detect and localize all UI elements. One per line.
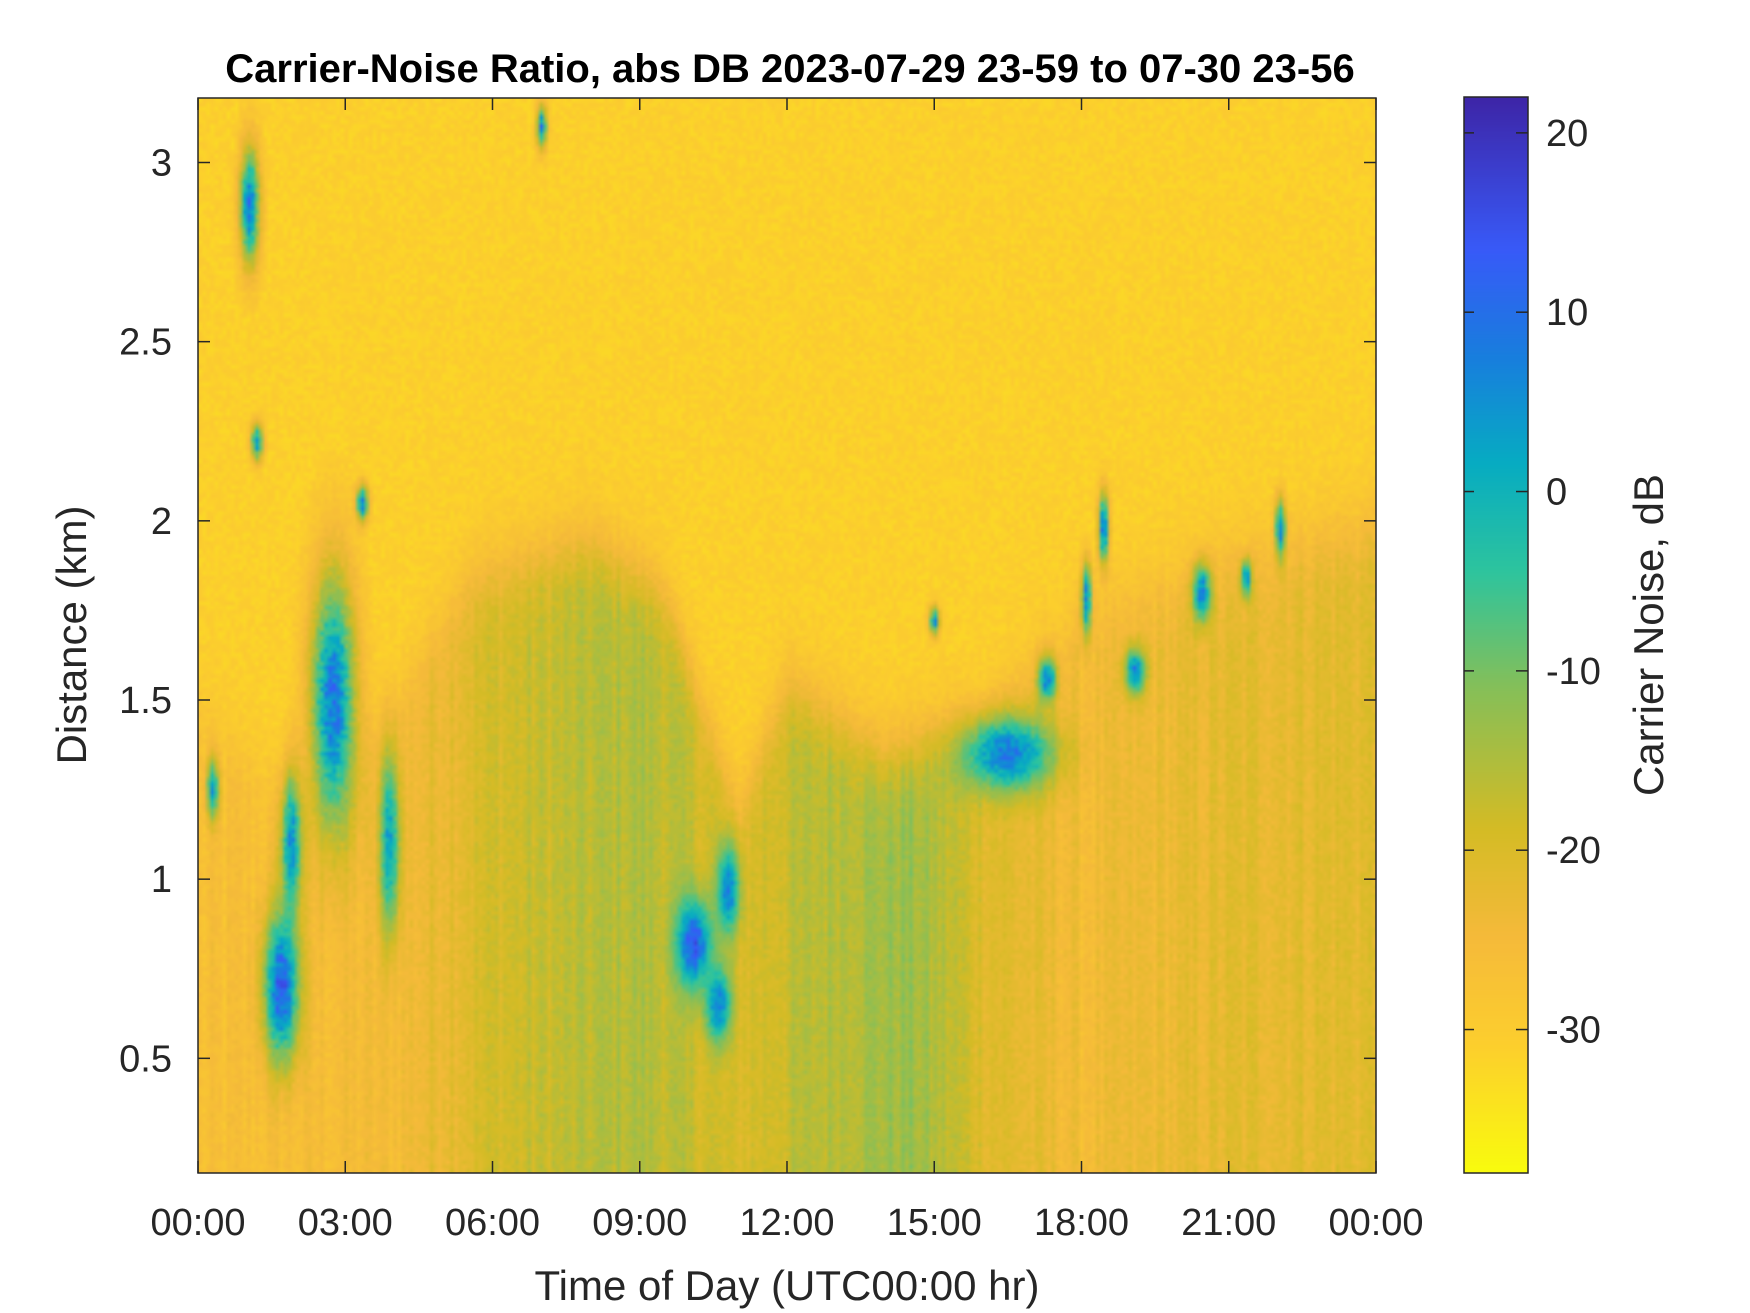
y-tick-label: 0.5 — [119, 1038, 172, 1080]
heatmap-image — [198, 98, 1376, 1173]
y-axis-label: Distance (km) — [48, 505, 95, 764]
colorbar: 20 10 0 -10 -20 -30 — [1463, 96, 1601, 1174]
y-tick-label: 3 — [151, 143, 172, 185]
x-tick-label: 00:00 — [1328, 1202, 1423, 1244]
x-tick-label: 06:00 — [445, 1202, 540, 1244]
y-tick-label: 2.5 — [119, 322, 172, 364]
x-tick-label: 00:00 — [150, 1202, 245, 1244]
colorbar-tick-label: -20 — [1546, 830, 1601, 872]
colorbar-gradient — [1464, 97, 1528, 1173]
colorbar-tick-label: -30 — [1546, 1010, 1601, 1052]
y-tick-label: 2 — [151, 501, 172, 543]
x-tick-label: 18:00 — [1034, 1202, 1129, 1244]
colorbar-tick-label: -10 — [1546, 651, 1601, 693]
x-axis-label: Time of Day (UTC00:00 hr) — [535, 1262, 1040, 1309]
chart-title: Carrier-Noise Ratio, abs DB 2023-07-29 2… — [225, 47, 1354, 91]
y-tick-label: 1 — [151, 859, 172, 901]
x-axis: 00:00 03:00 06:00 09:00 12:00 15:00 18:00 21:00… — [150, 98, 1424, 1244]
x-tick-label: 15:00 — [887, 1202, 982, 1244]
colorbar-ticks: 20 10 0 -10 -20 -30 — [1464, 113, 1601, 1052]
y-tick-label: 1.5 — [119, 680, 172, 722]
x-tick-label: 21:00 — [1181, 1202, 1276, 1244]
y-axis: 0.5 1 1.5 2 2.5 3 — [119, 143, 1376, 1080]
x-tick-label: 03:00 — [298, 1202, 393, 1244]
plot-area: 00:00 03:00 06:00 09:00 12:00 15:00 18:00 21:00… — [119, 97, 1424, 1244]
colorbar-label: Carrier Noise, dB — [1625, 474, 1672, 796]
colorbar-frame — [1463, 96, 1529, 1174]
colorbar-tick-label: 20 — [1546, 113, 1588, 155]
x-tick-label: 09:00 — [592, 1202, 687, 1244]
colorbar-tick-label: 10 — [1546, 292, 1588, 334]
x-tick-label: 12:00 — [739, 1202, 834, 1244]
colorbar-tick-label: 0 — [1546, 472, 1567, 514]
